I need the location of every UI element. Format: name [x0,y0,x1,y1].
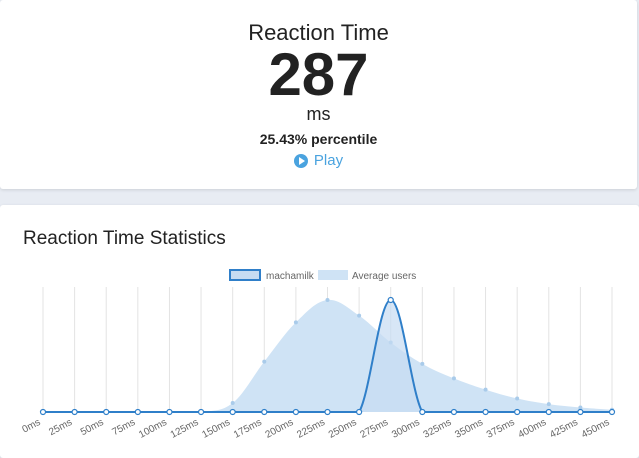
user-point-450ms [608,408,616,416]
play-icon [293,153,308,168]
user-point-175ms [261,408,268,416]
user-point-150ms [229,408,236,416]
x-tick-label: 325ms [422,417,454,441]
legend-label-average-users: Average users [352,271,416,282]
reaction-time-value: 287 [268,41,369,108]
x-tick-label: 250ms [327,417,359,441]
reaction-time-chart: 0ms 25ms 50ms 75ms 100ms 125ms 150ms 175ms 200ms… [21,269,616,441]
user-point-350ms [482,408,489,416]
user-point-400ms [545,408,552,416]
user-point-0ms [39,408,47,416]
user-point-250ms [356,408,363,416]
avg-point-175ms [262,359,267,364]
legend-label-machamilk: machamilk [266,271,315,282]
result-title: Reaction Time [248,20,389,45]
x-tick-label: 200ms [264,417,296,441]
user-point-325ms [450,408,458,416]
user-point-200ms [292,408,299,416]
x-tick-label: 175ms [232,417,264,441]
x-tick-label: 350ms [453,417,485,441]
avg-point-400ms [546,402,551,407]
user-point-125ms [197,408,205,416]
statistics-card: Reaction Time Statistics 0ms 25ms 50ms 75ms… [0,205,639,458]
user-point-50ms [103,408,110,416]
legend-swatch-average-users [318,270,348,280]
avg-point-425ms [578,405,583,410]
avg-point-200ms [293,320,298,325]
x-tick-label: 225ms [295,417,327,441]
result-card: Reaction Time 287 ms 25.43% percentile P… [0,0,637,189]
x-tick-label: 25ms [47,417,74,438]
statistics-title: Reaction Time Statistics [23,228,226,249]
x-tick-label: 275ms [358,417,390,441]
user-point-225ms [324,408,331,416]
x-tick-label: 400ms [517,417,549,441]
x-tick-label: 375ms [485,417,517,441]
avg-point-250ms [357,313,362,318]
series-average-users-area [43,299,612,412]
legend-swatch-machamilk [229,269,261,281]
reaction-time-unit: ms [306,104,331,124]
user-point-100ms [166,408,173,416]
x-tick-label: 150ms [200,417,232,441]
user-point-275ms [387,296,394,304]
avg-point-150ms [230,401,235,406]
x-tick-label: 75ms [110,417,137,438]
x-tick-label: 425ms [548,417,580,441]
x-tick-label: 0ms [21,417,43,436]
avg-point-350ms [483,387,488,392]
x-tick-label: 125ms [169,417,201,441]
user-point-300ms [419,408,426,416]
avg-point-300ms [420,361,425,366]
x-tick-label: 100ms [137,417,169,441]
x-tick-label: 300ms [390,417,422,441]
avg-point-325ms [451,376,456,381]
percentile-text: 25.43% percentile [259,131,378,147]
user-point-425ms [577,408,584,416]
user-point-25ms [71,408,78,416]
avg-point-225ms [325,298,330,302]
user-point-375ms [514,408,521,416]
avg-point-375ms [515,396,520,401]
x-tick-label: 450ms [580,417,612,441]
play-label: Play [313,152,344,169]
x-tick-label: 50ms [79,417,106,438]
play-button[interactable]: Play [0,152,637,172]
user-point-75ms [134,408,141,416]
